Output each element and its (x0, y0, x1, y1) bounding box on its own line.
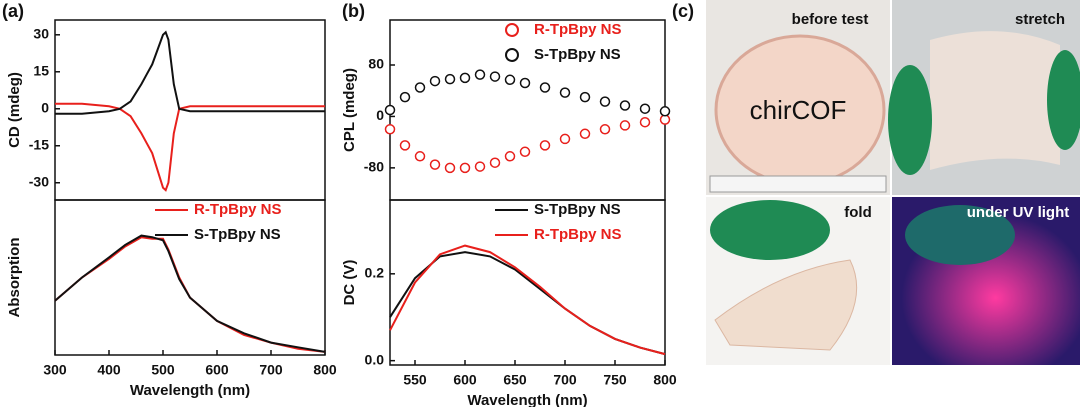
marker (599, 124, 611, 135)
series-line (55, 30, 325, 115)
marker (599, 96, 611, 107)
marker (474, 69, 486, 80)
legend-label: S-TpBpy NS (534, 201, 621, 218)
series-line (54, 236, 326, 353)
panel-label: (a) (2, 1, 24, 21)
x-tick-label: 600 (205, 362, 229, 378)
x-tick-label: 650 (503, 372, 527, 388)
marker (579, 128, 591, 140)
y-tick-label: -30 (29, 173, 49, 189)
y-tick-label: 0.2 (365, 265, 385, 281)
y-tick-label: 0 (41, 99, 49, 115)
x-axis-label: Wavelength (nm) (467, 392, 587, 407)
marker (619, 120, 631, 131)
y-axis-label: Absorption (6, 238, 23, 318)
plot-frame (54, 19, 326, 201)
series-line (389, 251, 666, 356)
dish-text: chirCOF (750, 95, 847, 125)
photo-label: under UV light (967, 204, 1070, 221)
photo-label: fold (844, 204, 872, 221)
plot-frame (389, 199, 666, 366)
series-line (54, 234, 326, 353)
y-tick-label: -80 (364, 159, 384, 175)
marker (399, 140, 411, 151)
marker (489, 157, 501, 168)
marker (659, 106, 671, 117)
marker (639, 116, 651, 128)
y-tick-label: 0.0 (365, 351, 385, 367)
plot-frame (54, 199, 326, 356)
x-tick-label: 700 (259, 362, 283, 378)
legend-marker (505, 23, 519, 37)
panel-label: (c) (672, 1, 694, 21)
legend-label: R-TpBpy NS (534, 21, 622, 38)
legend-label: S-TpBpy NS (534, 46, 621, 63)
marker (444, 162, 456, 174)
marker (459, 72, 471, 84)
x-tick-label: 500 (151, 362, 175, 378)
panel-label: (b) (342, 1, 365, 21)
y-axis-label: DC (V) (341, 260, 358, 306)
marker (639, 103, 651, 114)
marker (559, 87, 571, 98)
x-axis-label: Wavelength (nm) (130, 382, 250, 399)
marker (559, 133, 571, 145)
x-tick-label: 400 (97, 362, 121, 378)
marker (429, 75, 441, 87)
marker (444, 73, 456, 85)
photo-label: before test (792, 11, 869, 28)
marker (539, 82, 551, 93)
marker (504, 151, 516, 162)
marker (579, 91, 591, 103)
marker (504, 74, 516, 86)
x-tick-label: 800 (653, 372, 677, 388)
series-line (55, 102, 325, 192)
x-tick-label: 700 (553, 372, 577, 388)
marker (384, 104, 396, 116)
x-tick-label: 600 (453, 372, 477, 388)
marker (399, 91, 411, 103)
marker (414, 151, 426, 162)
x-tick-label: 800 (313, 362, 337, 378)
y-tick-label: 0 (376, 107, 384, 123)
legend-marker (505, 48, 519, 62)
y-axis-label: CPL (mdeg) (341, 68, 358, 152)
y-tick-label: -15 (29, 136, 49, 152)
legend-label: R-TpBpy NS (194, 201, 282, 218)
series-line (389, 244, 666, 356)
marker (429, 159, 441, 170)
x-tick-label: 750 (603, 372, 627, 388)
legend-label: S-TpBpy NS (194, 226, 281, 243)
legend-label: R-TpBpy NS (534, 226, 622, 243)
marker (489, 71, 501, 82)
marker (474, 161, 486, 172)
marker (384, 124, 396, 135)
x-tick-label: 550 (403, 372, 427, 388)
y-tick-label: 80 (368, 56, 384, 72)
y-tick-label: 15 (33, 62, 49, 78)
marker (519, 77, 531, 89)
photo-panel (706, 0, 1080, 365)
marker (539, 140, 551, 151)
x-tick-label: 300 (43, 362, 67, 378)
y-axis-label: CD (mdeg) (6, 72, 23, 148)
marker (414, 82, 426, 93)
y-tick-label: 30 (33, 25, 49, 41)
marker (619, 100, 631, 111)
photo-label: stretch (1015, 11, 1065, 28)
marker (459, 162, 471, 174)
marker (519, 146, 531, 158)
